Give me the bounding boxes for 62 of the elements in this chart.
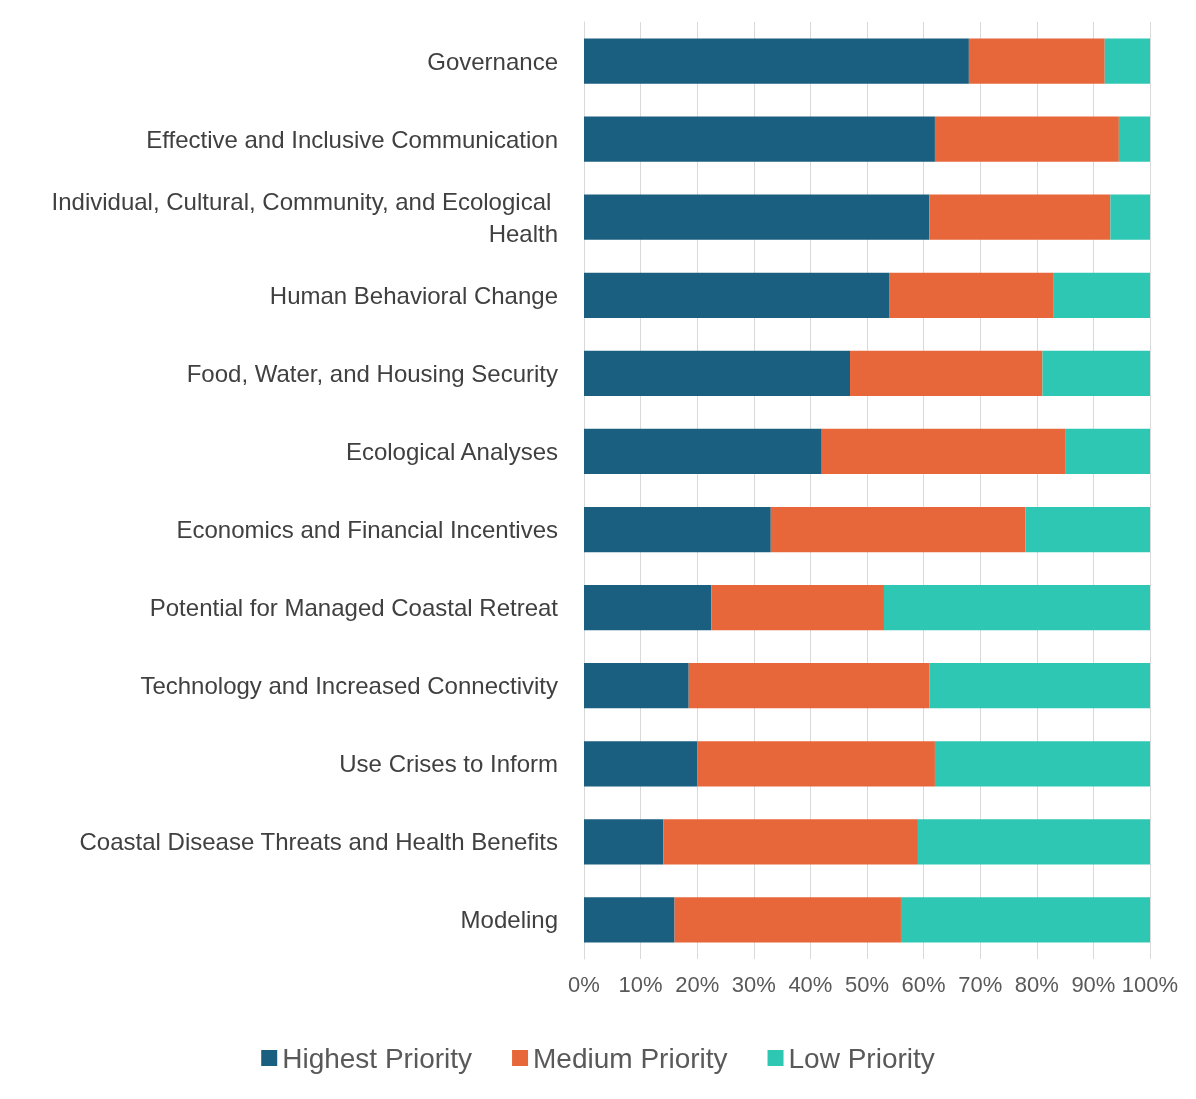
- bar: [1065, 428, 1150, 475]
- y-tick-label: Potential for Managed Coastal Retreat: [149, 594, 559, 622]
- bar: [1110, 194, 1150, 240]
- bar: [674, 897, 901, 943]
- x-tick-label: 50%: [844, 971, 890, 997]
- x-tick-label: 40%: [788, 971, 833, 997]
- bar: [697, 741, 935, 787]
- bar: [1025, 506, 1150, 553]
- bar: [934, 116, 1119, 162]
- bar: [1053, 272, 1150, 318]
- bar: [584, 350, 851, 397]
- bar: [584, 194, 930, 240]
- legend-label: Medium Priority: [533, 1042, 728, 1074]
- x-tick-label: 0%: [568, 971, 600, 997]
- y-tick-label: Governance: [427, 47, 558, 75]
- bar: [584, 584, 712, 631]
- bar: [929, 194, 1111, 240]
- bar: [663, 819, 918, 865]
- bar: [934, 741, 1150, 787]
- legend-label: Highest Priority: [282, 1042, 473, 1074]
- y-tick-label: Modeling: [460, 906, 558, 934]
- bar: [1042, 350, 1150, 397]
- y-tick-label: Human Behavioral Change: [269, 281, 558, 309]
- bar: [688, 663, 930, 709]
- y-tick-label: Coastal Disease Threats and Health Benefits: [79, 828, 558, 856]
- bar: [584, 428, 822, 475]
- bar: [968, 38, 1105, 84]
- bar: [584, 819, 664, 865]
- x-tick-label: 60%: [901, 971, 946, 997]
- y-tick-label: Ecological Analyses: [345, 437, 558, 465]
- bar: [584, 506, 771, 553]
- bar: [584, 272, 890, 318]
- y-tick-label: Effective and Inclusive Communication: [146, 125, 558, 153]
- bar: [1118, 116, 1150, 162]
- y-tick-label: Technology and Increased Connectivity: [140, 672, 558, 700]
- x-tick-label: 20%: [675, 971, 720, 997]
- bar: [770, 506, 1026, 553]
- bar: [889, 272, 1054, 318]
- x-tick-label: 80%: [1014, 971, 1059, 997]
- bar: [883, 584, 1150, 631]
- y-tick-label: Use Crises to Inform: [339, 750, 558, 778]
- bar: [929, 663, 1150, 709]
- bar: [584, 663, 689, 709]
- bar: [584, 897, 675, 943]
- bar: [850, 350, 1043, 397]
- x-tick-label: 70%: [958, 971, 1003, 997]
- x-tick-label: 100%: [1121, 971, 1179, 997]
- y-tick-label: Economics and Financial Incentives: [176, 516, 558, 544]
- bar: [584, 741, 698, 787]
- bar: [1104, 38, 1150, 84]
- bar: [584, 38, 969, 84]
- legend-label: Low Priority: [788, 1042, 935, 1074]
- y-tick-label: Individual, Cultural, Community, and Ecological Health: [51, 187, 558, 247]
- x-tick-label: 90%: [1071, 971, 1116, 997]
- bar: [900, 897, 1150, 943]
- bar: [917, 819, 1150, 865]
- x-tick-label: 10%: [618, 971, 663, 997]
- bar: [821, 428, 1066, 475]
- y-tick-label: Food, Water, and Housing Security: [186, 359, 558, 387]
- bar: [584, 116, 935, 162]
- x-tick-label: 30%: [731, 971, 776, 997]
- bar: [711, 584, 884, 631]
